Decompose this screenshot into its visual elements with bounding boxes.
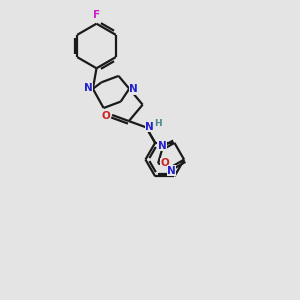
Text: N: N — [158, 141, 166, 151]
Text: F: F — [93, 11, 100, 20]
Text: N: N — [84, 83, 93, 93]
Text: N: N — [146, 122, 154, 132]
Text: O: O — [101, 111, 110, 121]
Text: O: O — [160, 158, 169, 168]
Text: H: H — [154, 119, 162, 128]
Text: N: N — [129, 84, 138, 94]
Text: N: N — [167, 166, 176, 176]
